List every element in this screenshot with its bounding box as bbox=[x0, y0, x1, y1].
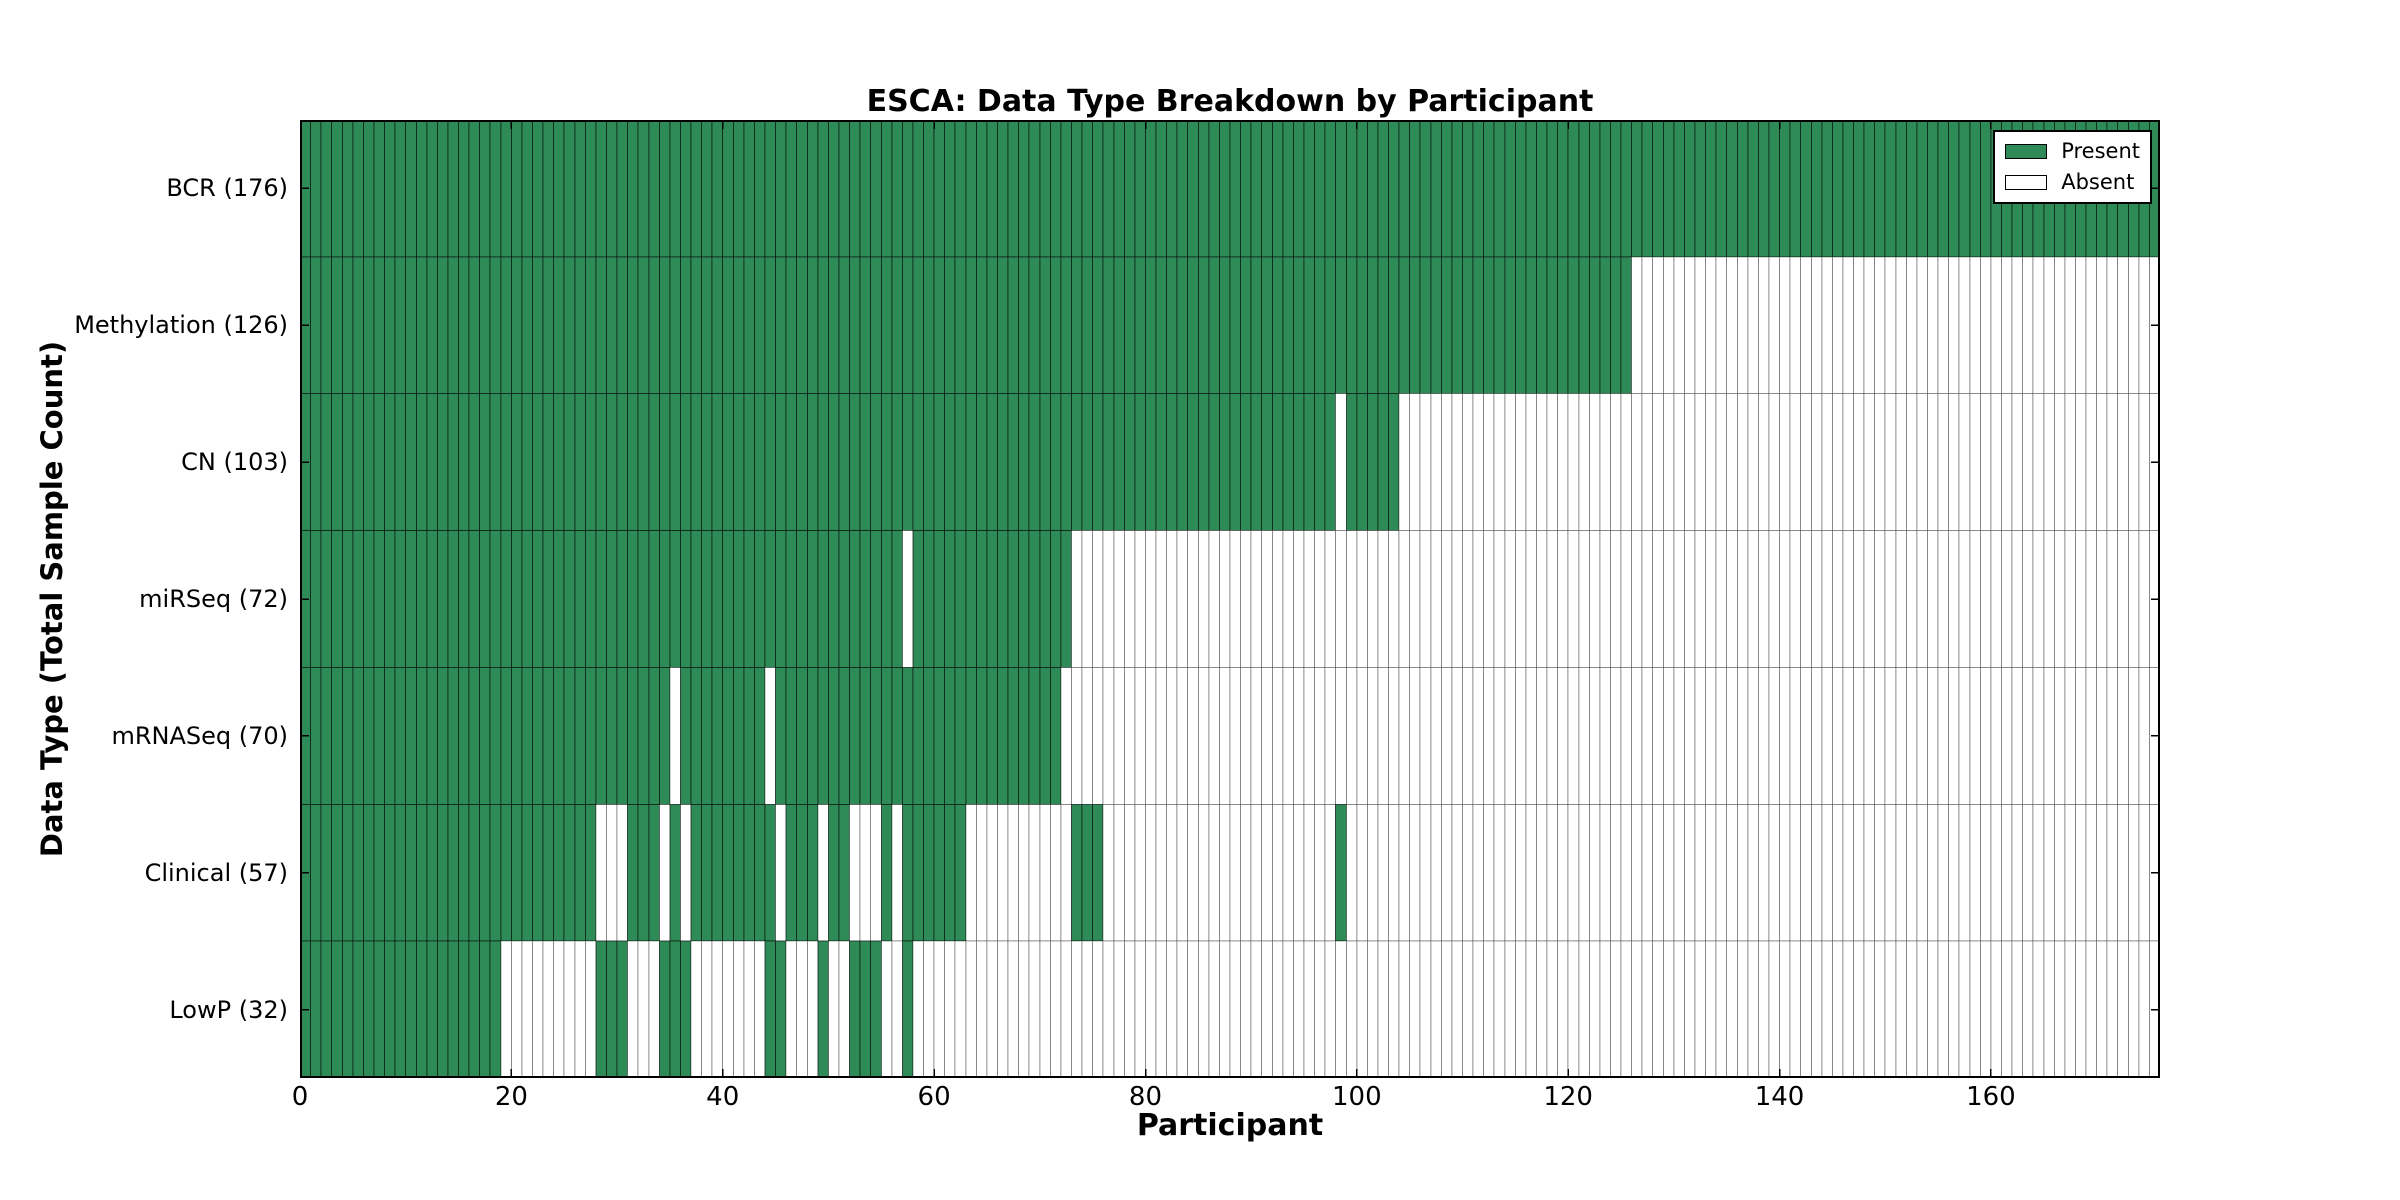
plot-area: Present Absent bbox=[300, 120, 2160, 1078]
x-tick-label-40: 40 bbox=[706, 1082, 740, 1112]
y-tick-label-LowP: LowP (32) bbox=[169, 995, 288, 1024]
legend: Present Absent bbox=[1993, 130, 2152, 204]
row-Clinical bbox=[300, 803, 2160, 942]
x-tick-label-60: 60 bbox=[917, 1082, 951, 1112]
y-tick-label-CN: CN (103) bbox=[181, 448, 288, 477]
legend-entry-present: Present bbox=[2005, 139, 2140, 163]
y-tick-label-BCR: BCR (176) bbox=[166, 174, 288, 203]
legend-entry-absent: Absent bbox=[2005, 170, 2140, 194]
x-tick-label-140: 140 bbox=[1754, 1082, 1805, 1112]
x-tick-label-120: 120 bbox=[1543, 1082, 1593, 1112]
x-tick-label-80: 80 bbox=[1128, 1082, 1162, 1112]
y-tick-label-mRNASeq: mRNASeq (70) bbox=[111, 721, 288, 750]
x-tick-label-160: 160 bbox=[1966, 1082, 2016, 1112]
x-tick-label-20: 20 bbox=[494, 1082, 528, 1112]
plot-border bbox=[300, 120, 2160, 1078]
y-tick-label-miRSeq: miRSeq (72) bbox=[139, 585, 288, 613]
presence-matrix bbox=[300, 120, 2160, 1078]
y-tick-label-Methylation: Methylation (126) bbox=[74, 311, 288, 340]
row-Methylation bbox=[300, 256, 2160, 395]
chart-title: ESCA: Data Type Breakdown by Participant bbox=[866, 84, 1594, 119]
legend-swatch-present bbox=[2005, 143, 2048, 159]
row-miRSeq bbox=[300, 530, 2160, 668]
legend-swatch-absent bbox=[2005, 174, 2048, 190]
y-tick-label-Clinical: Clinical (57) bbox=[144, 858, 288, 887]
x-tick-label-0: 0 bbox=[291, 1082, 309, 1112]
legend-label-absent: Absent bbox=[2061, 170, 2135, 194]
row-BCR bbox=[300, 120, 2160, 258]
row-CN bbox=[300, 393, 2160, 532]
legend-label-present: Present bbox=[2061, 139, 2140, 163]
x-tick-label-100: 100 bbox=[1331, 1082, 1382, 1112]
row-mRNASeq bbox=[300, 666, 2160, 805]
x-axis-label: Participant bbox=[1136, 1108, 1324, 1143]
row-LowP bbox=[300, 940, 2160, 1078]
